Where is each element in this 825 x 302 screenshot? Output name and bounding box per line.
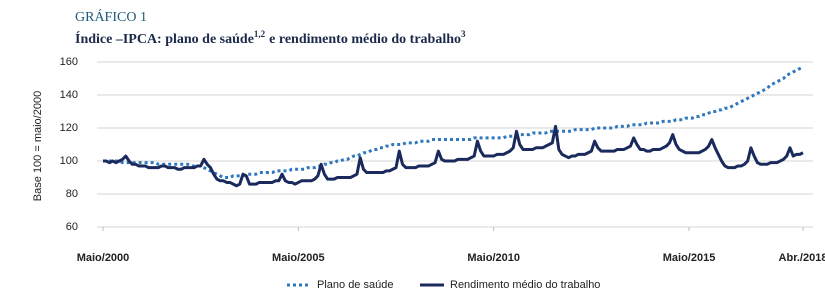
series-line <box>103 124 804 188</box>
legend-label: Plano de saúde <box>317 279 393 291</box>
y-axis-label: Base 100 = maio/2000 <box>32 91 44 201</box>
x-tick-label: Maio/2015 <box>663 252 716 264</box>
title-text: Índice –IPCA: plano de saúde <box>75 30 254 47</box>
chart-label: GRÁFICO 1 <box>75 8 147 25</box>
y-tick-label: 60 <box>66 221 78 233</box>
title-text: e rendimento médio do trabalho <box>269 32 461 47</box>
y-tick-label: 80 <box>66 188 78 200</box>
title-sup: 3 <box>461 29 466 39</box>
chart-title: Índice –IPCA: plano de saúde1,2 e rendime… <box>75 29 466 47</box>
title-sup: 1,2 <box>254 29 266 39</box>
series-line <box>103 65 804 179</box>
y-tick-label: 120 <box>60 122 78 134</box>
y-tick-label: 160 <box>60 56 78 68</box>
x-tick-label: Maio/2000 <box>77 252 130 264</box>
y-tick-label: 100 <box>60 155 78 167</box>
legend-label: Rendimento médio do trabalho <box>450 279 600 291</box>
x-tick-label: Maio/2010 <box>467 252 520 264</box>
x-tick-label: Maio/2005 <box>272 252 325 264</box>
x-tick-label: Abr./2018 <box>779 252 825 264</box>
y-tick-label: 140 <box>60 89 78 101</box>
